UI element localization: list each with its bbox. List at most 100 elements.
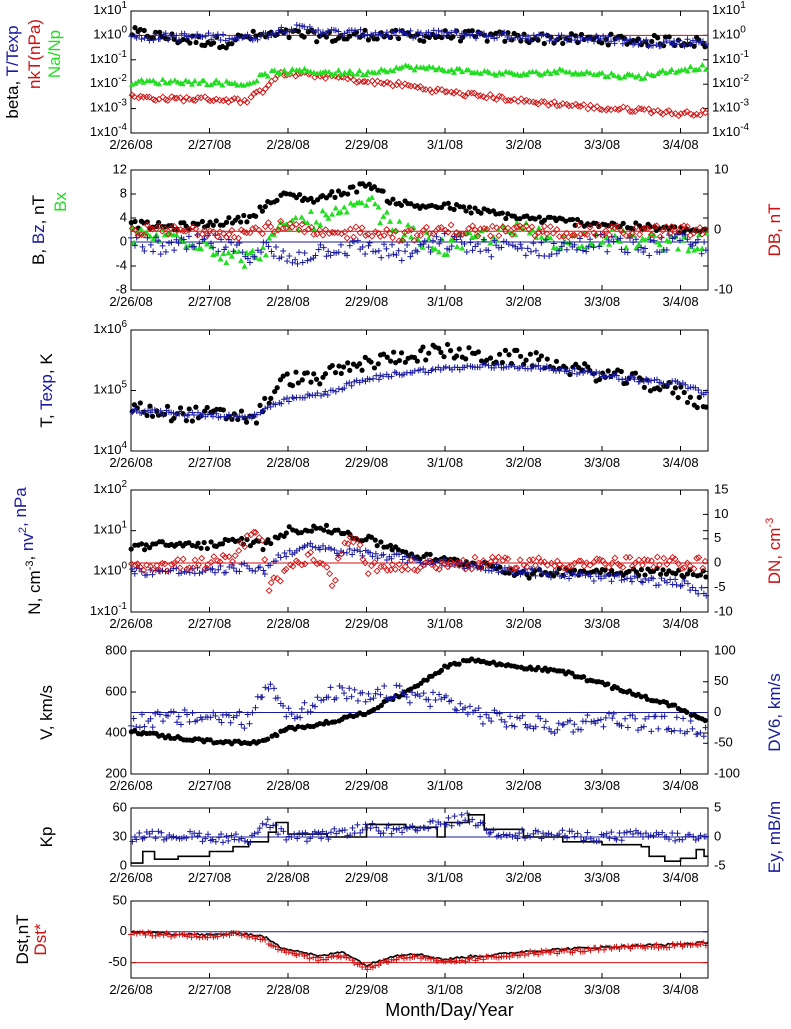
data-point	[623, 829, 630, 836]
data-point	[173, 231, 180, 238]
data-point	[517, 241, 524, 248]
data-point	[433, 823, 440, 830]
data-point	[419, 244, 426, 250]
data-point	[328, 545, 335, 552]
data-point	[132, 80, 139, 86]
data-point	[408, 234, 415, 240]
data-point	[209, 228, 217, 236]
data-point	[685, 247, 692, 254]
data-point	[332, 719, 338, 725]
y-tick-label-right: 0	[714, 828, 721, 843]
series-dot	[128, 181, 708, 236]
data-point	[259, 936, 266, 943]
data-point	[198, 245, 205, 252]
data-point	[223, 219, 230, 225]
data-point	[181, 931, 188, 938]
data-point	[488, 253, 495, 260]
data-point	[335, 188, 342, 194]
data-point	[325, 836, 332, 843]
x-tick-label: 3/3/08	[584, 870, 620, 885]
data-point	[563, 365, 569, 371]
data-point	[592, 720, 599, 727]
data-point	[579, 247, 586, 254]
data-point	[301, 560, 309, 568]
data-point	[417, 231, 424, 239]
data-point	[642, 572, 648, 578]
data-point	[608, 31, 614, 37]
data-point	[283, 221, 290, 227]
data-point	[542, 718, 549, 725]
data-point	[128, 560, 135, 568]
data-point	[317, 954, 324, 961]
data-point	[441, 820, 448, 827]
data-point	[191, 77, 198, 84]
data-point	[638, 244, 645, 251]
data-point	[660, 39, 667, 46]
data-point	[297, 714, 304, 721]
data-point	[143, 571, 150, 578]
data-point	[532, 247, 539, 254]
y-tick-label-left: 1x104	[93, 440, 127, 458]
y-tick-label-left: 1x10-4	[90, 122, 128, 140]
data-point	[638, 724, 645, 731]
y-tick-label-right: -10	[714, 281, 733, 296]
data-point	[578, 833, 585, 840]
data-point	[420, 953, 427, 960]
data-point	[681, 42, 688, 49]
data-point	[341, 826, 348, 833]
data-point	[388, 830, 395, 837]
data-point	[596, 243, 603, 250]
data-point	[132, 25, 138, 31]
data-point	[561, 947, 568, 954]
data-point	[150, 77, 157, 83]
data-point	[650, 568, 657, 574]
data-point	[368, 534, 375, 540]
data-point	[410, 237, 418, 244]
data-point	[298, 705, 305, 712]
x-tick-label: 3/4/08	[662, 455, 698, 470]
data-point	[487, 355, 494, 361]
data-point	[277, 217, 285, 225]
data-point	[147, 233, 154, 239]
data-point	[401, 30, 408, 37]
data-point	[630, 830, 637, 837]
plot-frame	[130, 489, 709, 613]
data-point	[410, 224, 417, 231]
data-point	[267, 824, 274, 831]
data-point	[605, 33, 612, 40]
data-point	[268, 248, 275, 255]
y-tick-label-right: 1x100	[712, 24, 746, 42]
data-point	[599, 231, 607, 239]
data-point	[587, 236, 594, 243]
data-point	[204, 545, 210, 552]
data-point	[596, 376, 603, 383]
data-point	[274, 946, 281, 953]
data-point	[674, 830, 681, 837]
data-point	[581, 674, 587, 680]
y-tick-label-left: 1x105	[93, 379, 127, 397]
data-point	[473, 35, 480, 42]
data-point	[519, 826, 526, 833]
data-point	[412, 247, 419, 254]
data-point	[385, 252, 392, 259]
data-point	[495, 954, 502, 961]
data-point	[356, 229, 364, 237]
plot-frame	[130, 10, 709, 134]
data-point	[645, 43, 652, 50]
data-point	[146, 93, 153, 101]
data-point	[642, 245, 649, 252]
data-point	[446, 246, 453, 253]
data-point	[133, 930, 140, 937]
data-point	[395, 247, 402, 254]
data-point	[661, 713, 668, 720]
x-tick-label: 3/4/08	[662, 982, 698, 997]
data-point	[404, 559, 411, 566]
data-point	[512, 832, 519, 839]
data-point	[259, 230, 266, 238]
data-point	[593, 567, 600, 573]
data-point	[508, 362, 515, 369]
data-point	[529, 362, 536, 369]
data-point	[529, 68, 536, 75]
data-point	[500, 238, 507, 245]
data-point	[235, 836, 242, 843]
